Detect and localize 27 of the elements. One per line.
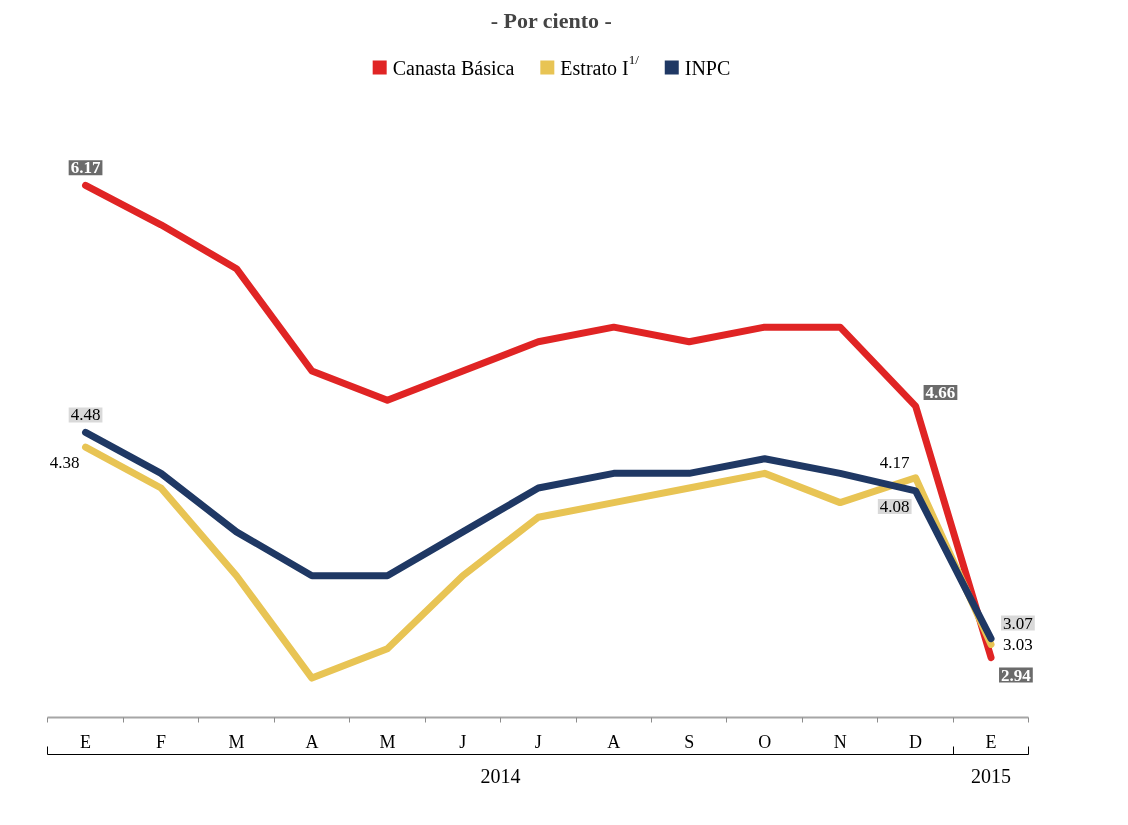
x-tick-label: E [985, 731, 997, 752]
data-label: 2.94 [1001, 665, 1032, 685]
x-tick-label: A [305, 731, 319, 752]
data-label: 4.08 [879, 496, 910, 516]
x-tick-label: J [459, 731, 467, 752]
x-tick-label: F [156, 731, 167, 752]
x-tick-label: O [758, 731, 772, 752]
x-tick-label: S [684, 731, 695, 752]
x-tick-label: A [607, 731, 621, 752]
x-tick-label: D [909, 731, 923, 752]
x-tick-label: M [379, 731, 396, 752]
legend-label: Canasta Básica [392, 56, 515, 79]
data-label: 4.66 [925, 383, 956, 403]
data-label: 3.03 [1003, 634, 1033, 654]
legend-label: INPC [684, 56, 731, 79]
data-label: 6.17 [70, 158, 101, 178]
x-tick-label: J [534, 731, 542, 752]
x-tick-label: N [833, 731, 847, 752]
chart-title: - Por ciento - [490, 7, 612, 33]
data-label: 4.48 [70, 405, 101, 425]
x-tick-label: M [228, 731, 245, 752]
data-label: 4.38 [49, 453, 80, 473]
data-label: 3.07 [1003, 613, 1034, 633]
x-tick-label: E [80, 731, 92, 752]
data-label: 4.17 [879, 452, 911, 472]
text: 2014 [480, 764, 521, 787]
text: 2015 [971, 764, 1012, 787]
